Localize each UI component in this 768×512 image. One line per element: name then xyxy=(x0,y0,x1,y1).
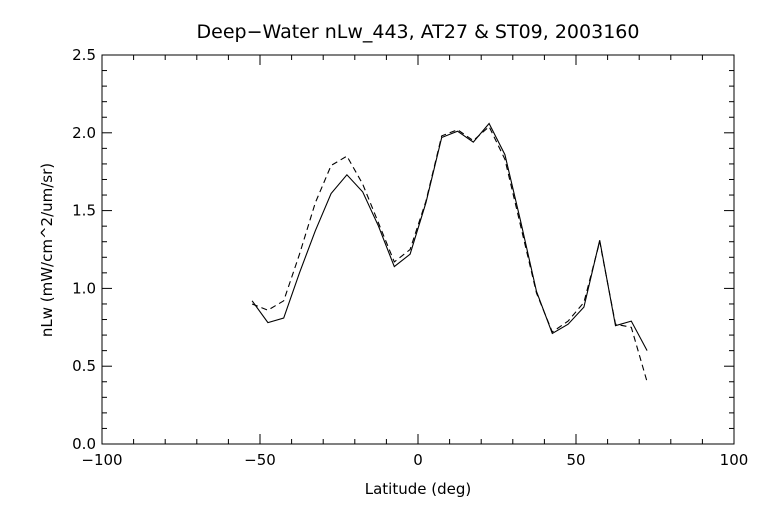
chart-title: Deep−Water nLw_443, AT27 & ST09, 2003160 xyxy=(197,21,640,43)
tick-layer: −100 −50 0 50 100 0.0 0.5 1.0 1.5 2.0 2.5 xyxy=(72,46,748,469)
x-tick-label: −100 xyxy=(81,451,122,469)
y-tick-label: 1.5 xyxy=(72,202,96,220)
series-line-dashed xyxy=(251,125,648,382)
series-layer xyxy=(251,122,648,382)
x-tick-label: −50 xyxy=(244,451,276,469)
y-tick-label: 0.5 xyxy=(72,357,96,375)
series-line-solid xyxy=(251,122,648,351)
y-tick-label: 1.0 xyxy=(72,279,96,297)
plot-frame xyxy=(101,54,735,445)
x-tick-label: 50 xyxy=(566,451,585,469)
y-tick-label: 2.0 xyxy=(72,124,96,142)
x-tick-label: 0 xyxy=(413,451,423,469)
x-tick-label: 100 xyxy=(720,451,749,469)
y-axis-label: nLw (mW/cm^2/um/sr) xyxy=(38,163,56,337)
x-axis-label: Latitude (deg) xyxy=(365,480,471,498)
y-tick-label: 0.0 xyxy=(72,435,96,453)
y-tick-label: 2.5 xyxy=(72,46,96,64)
